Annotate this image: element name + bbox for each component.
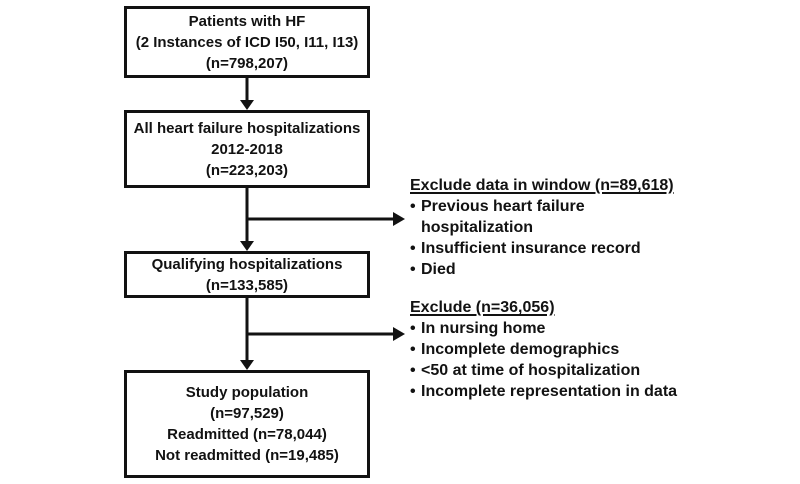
bullet-icon: • xyxy=(410,198,416,215)
arrow-box3-to-box4 xyxy=(240,298,254,370)
bullet-icon: • xyxy=(410,341,416,358)
exclusion-item: • Previous heart failure hospitalization xyxy=(410,196,700,238)
bullet-icon: • xyxy=(410,320,416,337)
exclusion-item-text: Incomplete demographics xyxy=(421,341,620,358)
box-text-line: Readmitted (n=78,044) xyxy=(167,426,327,443)
box-text-line: Study population xyxy=(185,384,309,401)
exclusion-item-text: Died xyxy=(421,261,456,278)
box-qualifying-hospitalizations: Qualifying hospitalizations (n=133,585) xyxy=(124,251,370,298)
box-study-population: Study population (n=97,529) Readmitted (… xyxy=(124,370,370,478)
exclusion-list: • Previous heart failure hospitalization… xyxy=(410,196,700,280)
exclusion-item: • Insufficient insurance record xyxy=(410,238,700,259)
box-text-line: Patients with HF xyxy=(188,12,306,30)
exclusion-title: Exclude (n=36,056) xyxy=(410,299,555,316)
exclusion-item-text: Insufficient insurance record xyxy=(421,240,641,257)
exclusion-block-data-in-window: Exclude data in window (n=89,618) • Prev… xyxy=(410,175,700,280)
box-text-line: (n=133,585) xyxy=(205,276,289,294)
arrow-box2-to-box3 xyxy=(240,188,254,251)
exclusion-title: Exclude data in window (n=89,618) xyxy=(410,177,674,194)
exclusion-item-text: Incomplete representation in data xyxy=(421,383,678,400)
exclusion-item: • Incomplete representation in data xyxy=(410,381,700,402)
exclusion-item: • In nursing home xyxy=(410,318,700,339)
exclusion-item: • <50 at time of hospitalization xyxy=(410,360,700,381)
exclusion-item-text: <50 at time of hospitalization xyxy=(421,362,641,379)
exclusion-block-before-study: Exclude (n=36,056) • In nursing home • I… xyxy=(410,297,700,402)
box-text-line: (n=97,529) xyxy=(210,405,284,422)
exclusion-list: • In nursing home • Incomplete demograph… xyxy=(410,318,700,402)
box-all-hf-hospitalizations: All heart failure hospitalizations 2012-… xyxy=(124,110,370,188)
arrow-box1-to-box2 xyxy=(240,78,254,110)
box-patients-with-hf: Patients with HF (2 Instances of ICD I50… xyxy=(124,6,370,78)
arrow-branch-exclude-1 xyxy=(247,212,405,226)
exclusion-item-text: Previous heart failure hospitalization xyxy=(421,198,585,236)
box-text-line: Not readmitted (n=19,485) xyxy=(155,447,339,464)
box-text-line: (n=223,203) xyxy=(205,161,289,179)
bullet-icon: • xyxy=(410,240,416,257)
exclusion-item: • Died xyxy=(410,259,700,280)
box-text-line: (n=798,207) xyxy=(205,54,289,72)
box-text-line: All heart failure hospitalizations xyxy=(133,119,361,137)
bullet-icon: • xyxy=(410,383,416,400)
exclusion-item-text: In nursing home xyxy=(421,320,546,337)
box-text-line: Qualifying hospitalizations xyxy=(151,255,343,273)
bullet-icon: • xyxy=(410,362,416,379)
bullet-icon: • xyxy=(410,261,416,278)
box-text-line: (2 Instances of ICD I50, I11, I13) xyxy=(135,33,359,51)
exclusion-item: • Incomplete demographics xyxy=(410,339,700,360)
box-text-line: 2012-2018 xyxy=(211,140,283,158)
arrow-branch-exclude-2 xyxy=(247,327,405,341)
